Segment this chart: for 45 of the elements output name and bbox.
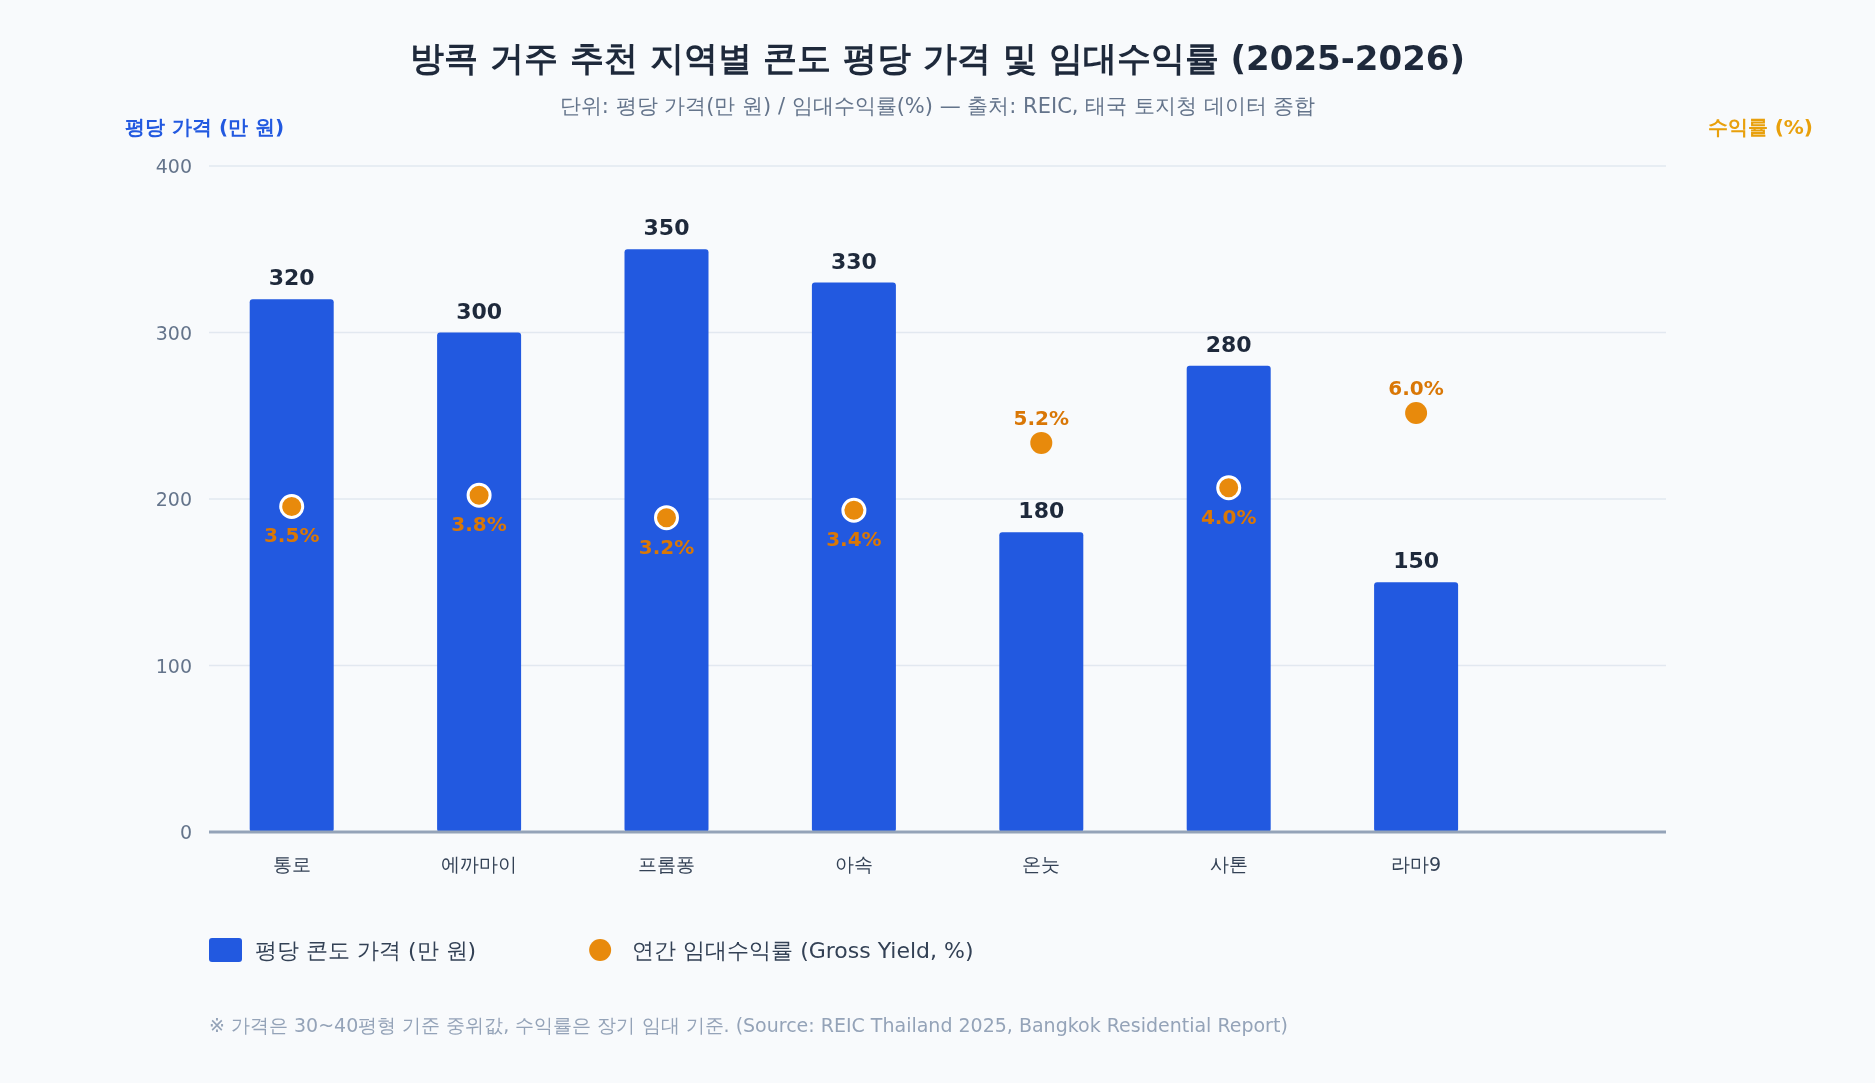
bar [999,532,1084,832]
bar [1186,365,1271,832]
data-label: 3.4% [826,527,882,552]
data-label: 5.2% [1013,405,1070,430]
data-label: 3.5% [263,523,320,548]
x-tick-label: 에까마이 [441,853,518,875]
data-label: 3.2% [638,534,695,559]
y-axis-title: 평당 가격 (만 원) [125,115,285,139]
x-tick-label: 통로 [272,853,311,875]
data-label: 300 [456,298,503,324]
legend-label: 연간 임대수익률 (Gross Yield, %) [632,938,974,963]
x-tick-label: 프롬퐁 [638,853,695,875]
data-label: 3.8% [451,512,507,537]
y-tick-label: 300 [155,321,192,344]
legend-label: 평당 콘도 가격 (만 원) [255,938,477,963]
y-tick-label: 200 [155,488,192,510]
y-tick-label: 400 [155,155,192,177]
x-tick-label: 온눗 [1022,853,1061,875]
chart-subtitle: 단위: 평당 가격(만 원) / 임대수익률(%) — 출처: REIC, 태국 토지청 데이터 종합 [559,94,1316,118]
bar [437,332,522,832]
point [654,505,679,531]
point [1216,475,1242,501]
data-label: 280 [1205,331,1252,357]
point [841,497,867,523]
data-label: 4.0% [1200,504,1257,529]
y-tick-label: 0 [179,821,192,843]
text: ※ 가격은 30~40평형 기준 중위값, 수익률은 장기 임대 기준. (Source: REIC Thailand 2025, Bangkok Residential Report) [209,1014,1288,1036]
bar [249,299,334,832]
y2-axis-title: 수익률 (%) [1707,115,1813,139]
bar [1374,582,1459,832]
point [466,482,492,508]
bar [624,249,709,832]
chart-title: 방콕 거주 추천 지역별 콘도 평당 가격 및 임대수익률 (2025-2026) [410,38,1465,78]
data-label: 6.0% [1388,375,1444,400]
data-label: 320 [268,265,315,291]
x-tick-label: 사톤 [1209,853,1248,875]
data-label: 180 [1018,498,1065,524]
data-label: 330 [830,248,877,274]
data-label: 150 [1393,548,1440,574]
y-tick-label: 100 [155,654,192,677]
x-tick-label: 아속 [834,853,873,875]
data-label: 350 [643,215,690,241]
bar [811,282,896,832]
x-tick-label: 라마9 [1391,853,1442,875]
point [279,493,305,519]
